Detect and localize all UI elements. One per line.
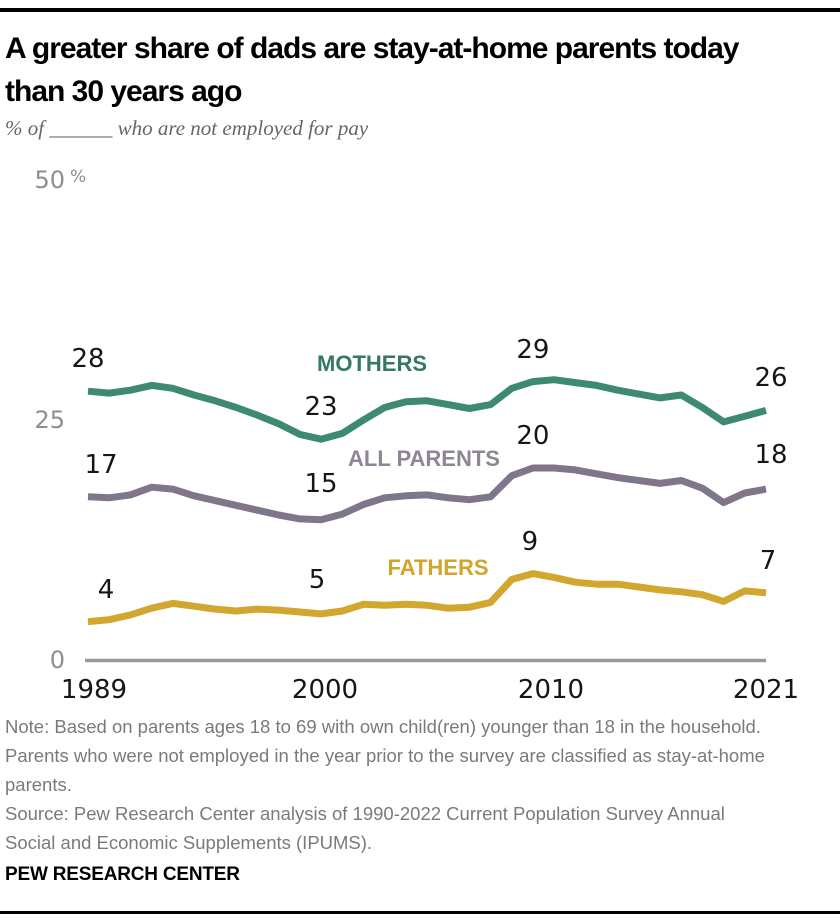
note-text: Note: Based on parents ages 18 to 69 wit…: [5, 716, 765, 795]
x-axis-tick-2000: 2000: [291, 675, 359, 705]
y-axis-tick-50: 50%: [0, 165, 86, 195]
x-axis-tick-2021: 2021: [732, 675, 800, 705]
x-axis-tick-2010: 2010: [517, 675, 585, 705]
value-label-all-parents-2000: 15: [304, 469, 338, 499]
value-label-fathers-2010: 9: [521, 526, 539, 557]
value-label-all-parents-2021: 18: [754, 440, 788, 471]
chart-subtitle: % of ______ who are not employed for pay: [5, 116, 369, 140]
bottom-rule: [0, 911, 840, 914]
series-label-all-parents: ALL PARENTS: [348, 446, 500, 471]
value-label-fathers-1989: 4: [97, 574, 115, 605]
y-axis-tick-0: 0: [49, 646, 65, 674]
value-label-all-parents-2010: 20: [516, 421, 550, 451]
brand-pew-research-center: PEW RESEARCH CENTER: [5, 864, 240, 885]
y-axis-percent-sign: %: [70, 167, 87, 187]
line-fathers: [87, 570, 767, 626]
chart-title: A greater share of dads are stay-at-home…: [5, 32, 739, 108]
value-label-mothers-2000: 23: [304, 392, 338, 423]
x-axis-tick-1989: 1989: [60, 675, 128, 705]
top-rule: [0, 8, 840, 12]
value-label-fathers-2021: 7: [759, 545, 777, 576]
series-label-mothers: MOTHERS: [317, 351, 427, 376]
line-mothers: [87, 376, 767, 443]
value-label-mothers-2021: 26: [754, 363, 788, 394]
series-label-fathers: FATHERS: [387, 555, 489, 580]
source-text: Source: Pew Research Center analysis of …: [5, 803, 725, 853]
value-label-fathers-2000: 5: [308, 565, 326, 595]
value-label-mothers-1989: 28: [71, 344, 105, 375]
line-all-parents: [87, 464, 767, 524]
y-axis-tick-25: 25: [34, 406, 65, 434]
value-label-all-parents-1989: 17: [84, 449, 118, 480]
value-label-mothers-2010: 29: [516, 334, 550, 365]
